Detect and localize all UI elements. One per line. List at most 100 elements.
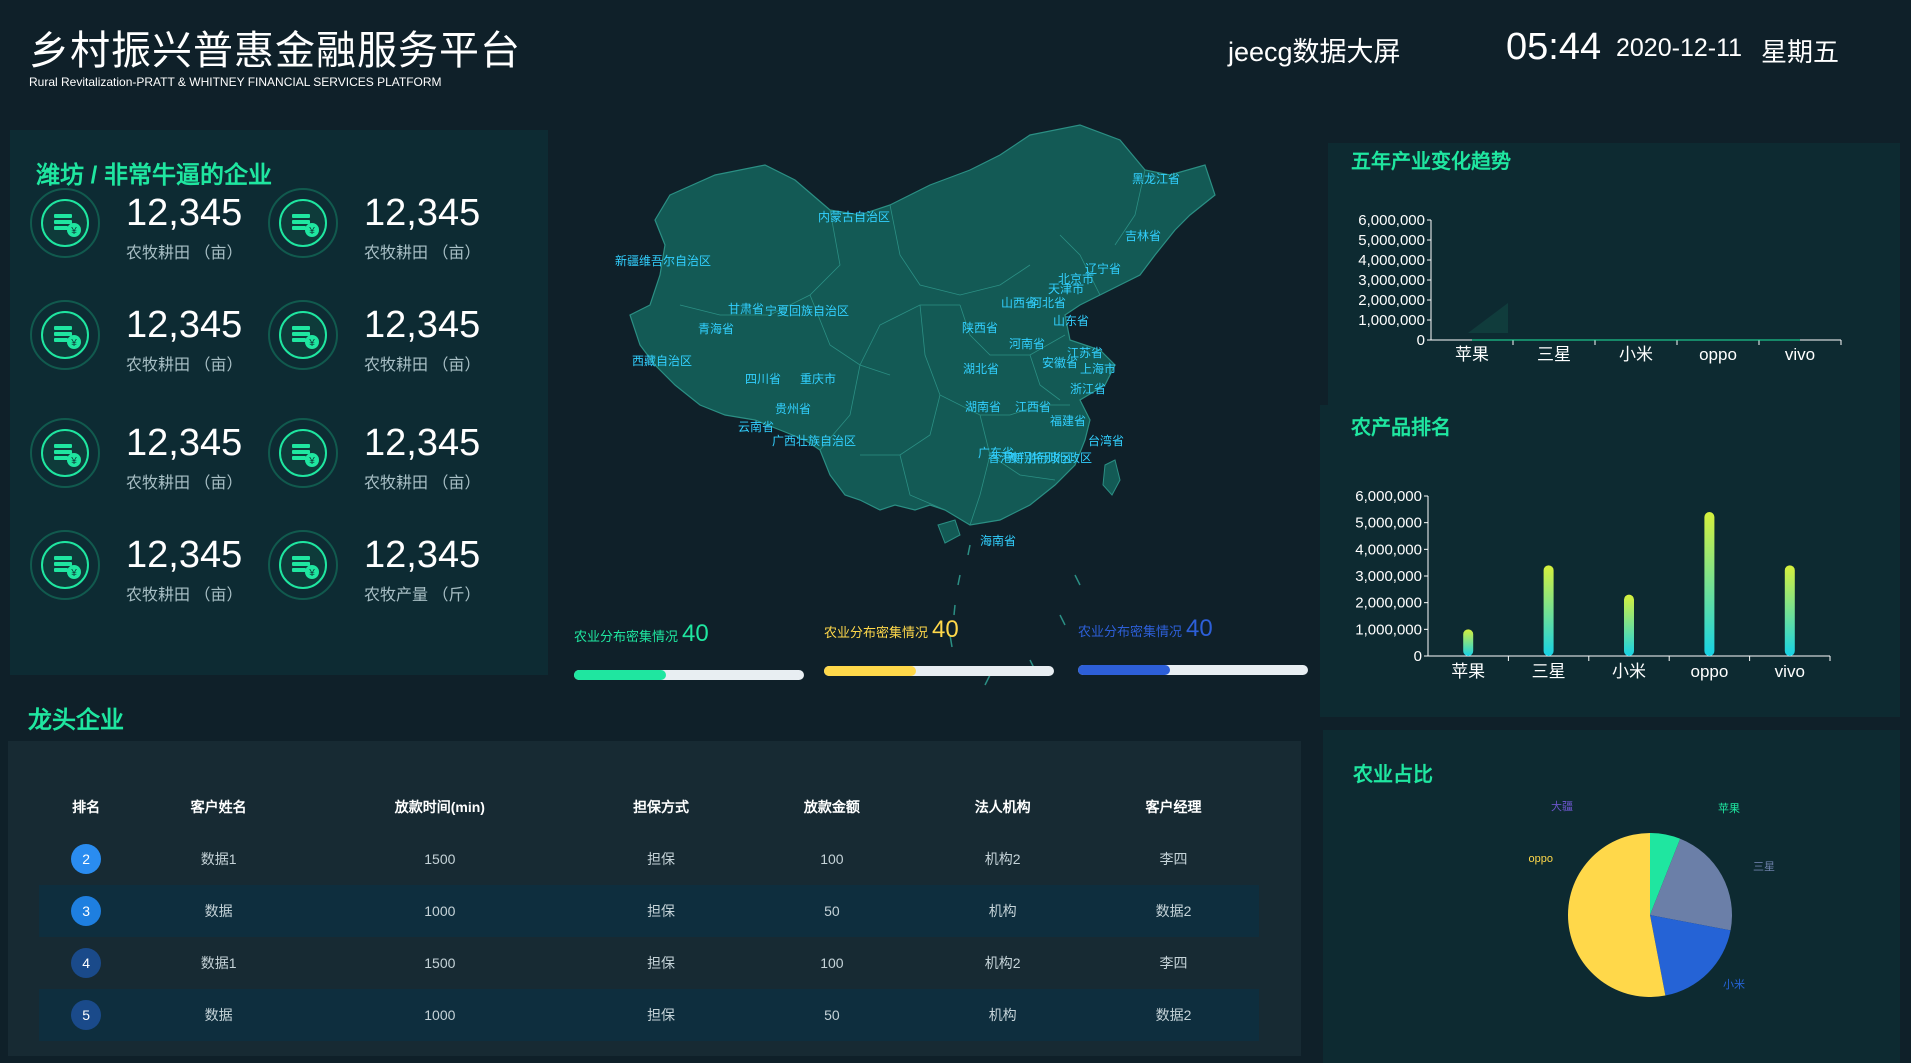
- y-tick-label: 2,000,000: [1358, 292, 1425, 309]
- rank-cell: 4: [39, 937, 133, 989]
- column-header[interactable]: 放款金额: [803, 799, 860, 815]
- y-tick-label: 6,000,000: [1358, 212, 1425, 229]
- china-map-shape: [629, 124, 1216, 526]
- province-label: 北京市: [1058, 271, 1094, 286]
- province-label: 宁夏回族自治区: [765, 303, 849, 318]
- x-tick-label: oppo: [1690, 662, 1728, 681]
- trend-area: [1468, 303, 1508, 333]
- province-label: 新疆维吾尔自治区: [615, 253, 711, 268]
- province-label: 吉林省: [1125, 229, 1161, 243]
- column-header[interactable]: 法人机构: [974, 799, 1031, 815]
- leaders-body: 2 数据1 1500 担保 100 机构2 李四 3 数据 1000 担保 50 机构 数据2 4 数据1 15…: [39, 833, 1259, 1041]
- table-cell: 50: [746, 989, 918, 1041]
- density-progress-bar: [1078, 665, 1308, 675]
- column-header[interactable]: 排名: [72, 799, 101, 815]
- rank-cell: 2: [39, 833, 133, 885]
- table-row[interactable]: 5 数据 1000 担保 50 机构 数据2: [39, 989, 1259, 1041]
- bar: [1624, 594, 1634, 656]
- table-cell: 机构2: [984, 851, 1021, 867]
- province-label: 湖南省: [965, 399, 1001, 414]
- pie-slice: [1650, 915, 1731, 996]
- stat-card: ¥12,345 农牧耕田 （亩）: [30, 530, 260, 620]
- leaders-title: 龙头企业: [28, 707, 124, 734]
- table-cell: 1000: [304, 885, 576, 937]
- rank-cell: 5: [39, 989, 134, 1041]
- table-cell: 机构2: [984, 955, 1021, 971]
- rank-badge: 4: [71, 948, 102, 978]
- stat-value: 12,345: [364, 422, 481, 464]
- y-tick-label: 3,000,000: [1358, 272, 1425, 289]
- x-tick-label: vivo: [1775, 662, 1805, 681]
- province-label: 广西壮族自治区: [772, 434, 856, 448]
- coin-stack-icon: ¥: [30, 418, 100, 488]
- table-cell: 数据: [133, 885, 305, 937]
- taiwan-shape: [1102, 459, 1121, 496]
- column-header[interactable]: 客户姓名: [190, 799, 247, 815]
- svg-text:¥: ¥: [70, 338, 77, 349]
- column-header[interactable]: 客户经理: [1145, 799, 1202, 815]
- table-row[interactable]: 2 数据1 1500 担保 100 机构2 李四: [39, 833, 1259, 885]
- density-progress-bar: [574, 670, 804, 680]
- province-label: 河北省: [1030, 296, 1066, 310]
- stat-card: ¥12,345 农牧耕田 （亩）: [268, 188, 498, 278]
- density-progress-bar: [824, 666, 1054, 676]
- density-value: 40: [1186, 615, 1213, 642]
- y-tick-label: 3,000,000: [1355, 568, 1422, 585]
- table-cell: 机构: [917, 885, 1089, 937]
- table-cell: 机构: [917, 989, 1089, 1041]
- page-subtitle: Rural Revitalization-PRATT & WHITNEY FIN…: [29, 75, 442, 89]
- table-cell: 担保: [575, 885, 747, 937]
- brand-label: jeecg数据大屏: [1228, 37, 1401, 67]
- density-text: 农业分布密集情况: [824, 625, 929, 640]
- ranking-chart-svg: 0 1,000,000 2,000,000 3,000,000 4,000,000 5,0…: [1355, 488, 1831, 681]
- table-cell: 数据2: [1088, 885, 1259, 937]
- clock-time: 05:44: [1506, 26, 1602, 68]
- x-tick-label: oppo: [1699, 345, 1737, 364]
- pie-slice: [1650, 838, 1732, 931]
- province-label: 重庆市: [800, 371, 836, 386]
- table-cell: 1500: [424, 955, 456, 971]
- stat-label: 农牧耕田 （亩）: [364, 245, 481, 262]
- province-label: 四川省: [745, 372, 781, 386]
- y-tick-label: 1,000,000: [1358, 312, 1425, 329]
- x-tick-label: 三星: [1537, 345, 1571, 364]
- stat-card: ¥12,345 农牧耕田 （亩）: [30, 418, 260, 508]
- bar: [1463, 629, 1474, 656]
- y-tick-label: 5,000,000: [1355, 515, 1422, 532]
- svg-text:¥: ¥: [308, 226, 315, 237]
- coin-stack-icon: ¥: [30, 530, 100, 600]
- table-cell: 数据: [133, 989, 305, 1041]
- table-row[interactable]: 3 数据 1000 担保 50 机构 数据2: [39, 885, 1259, 937]
- table-cell: 1500: [424, 851, 456, 867]
- rank-badge: 5: [71, 1000, 102, 1030]
- coin-stack-icon: ¥: [268, 188, 338, 258]
- y-tick-label: 4,000,000: [1355, 541, 1422, 558]
- table-row[interactable]: 4 数据1 1500 担保 100 机构2 李四: [39, 937, 1259, 989]
- province-label: 浙江省: [1070, 382, 1106, 396]
- density-label: 农业分布密集情况 40: [574, 620, 709, 648]
- trend-chart-svg: 0 1,000,000 2,000,000 3,000,000 4,000,000 5,0…: [1358, 212, 1842, 364]
- province-label: 云南省: [738, 419, 774, 434]
- province-label: 香港特别行政区: [988, 450, 1072, 465]
- coin-stack-icon: ¥: [268, 530, 338, 600]
- stat-label: 农牧耕田 （亩）: [126, 587, 243, 604]
- column-header[interactable]: 放款时间(min): [394, 799, 485, 815]
- province-label: 澳门特别行政区: [1008, 450, 1092, 465]
- pie-label: oppo: [1529, 853, 1553, 865]
- clock-date: 2020-12-11: [1616, 34, 1743, 62]
- province-label: 天津市: [1048, 281, 1084, 296]
- x-tick-label: 小米: [1612, 662, 1646, 681]
- density-text: 农业分布密集情况: [574, 629, 679, 644]
- province-label: 贵州省: [775, 402, 811, 416]
- pie-slice: [1650, 833, 1681, 915]
- column-header[interactable]: 担保方式: [633, 799, 690, 815]
- province-label: 辽宁省: [1085, 261, 1121, 276]
- pie-slice: [1567, 833, 1666, 997]
- table-cell: 李四: [1159, 955, 1188, 971]
- ranking-chart-panel: 农产品排名 0 1,000,000 2,000,000 3,000,000 4,000,…: [1320, 405, 1900, 717]
- table-cell: 50: [746, 885, 918, 937]
- province-label: 广东省: [978, 446, 1014, 460]
- table-cell: 100: [820, 851, 844, 867]
- page-title: 乡村振兴普惠金融服务平台: [29, 29, 521, 73]
- province-label: 湖北省: [963, 361, 999, 376]
